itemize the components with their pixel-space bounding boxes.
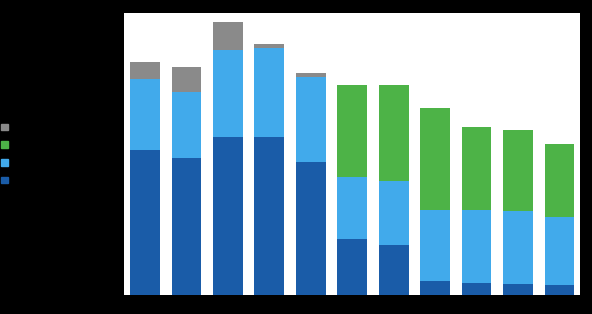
Bar: [420, 108, 450, 210]
Bar: [172, 158, 201, 295]
Bar: [296, 73, 326, 77]
Bar: [130, 150, 160, 295]
Bar: [337, 85, 367, 177]
Bar: [420, 281, 450, 295]
Bar: [337, 239, 367, 295]
Bar: [503, 284, 533, 295]
Bar: [379, 181, 408, 245]
Bar: [462, 283, 491, 295]
Bar: [296, 162, 326, 295]
Bar: [545, 217, 574, 285]
Bar: [379, 85, 408, 181]
Bar: [462, 210, 491, 283]
Bar: [337, 177, 367, 239]
Bar: [213, 137, 243, 295]
Bar: [462, 127, 491, 210]
Bar: [130, 79, 160, 150]
Bar: [545, 144, 574, 217]
Bar: [172, 67, 201, 91]
Bar: [503, 130, 533, 211]
Bar: [172, 91, 201, 158]
Bar: [296, 77, 326, 162]
Bar: [420, 210, 450, 281]
Bar: [213, 50, 243, 137]
Bar: [213, 22, 243, 50]
Bar: [255, 48, 284, 137]
Bar: [130, 62, 160, 79]
Bar: [255, 44, 284, 48]
Bar: [379, 245, 408, 295]
Bar: [503, 211, 533, 284]
Legend:  ,  ,  ,  : , , ,: [1, 123, 14, 185]
Bar: [545, 285, 574, 295]
Bar: [255, 137, 284, 295]
